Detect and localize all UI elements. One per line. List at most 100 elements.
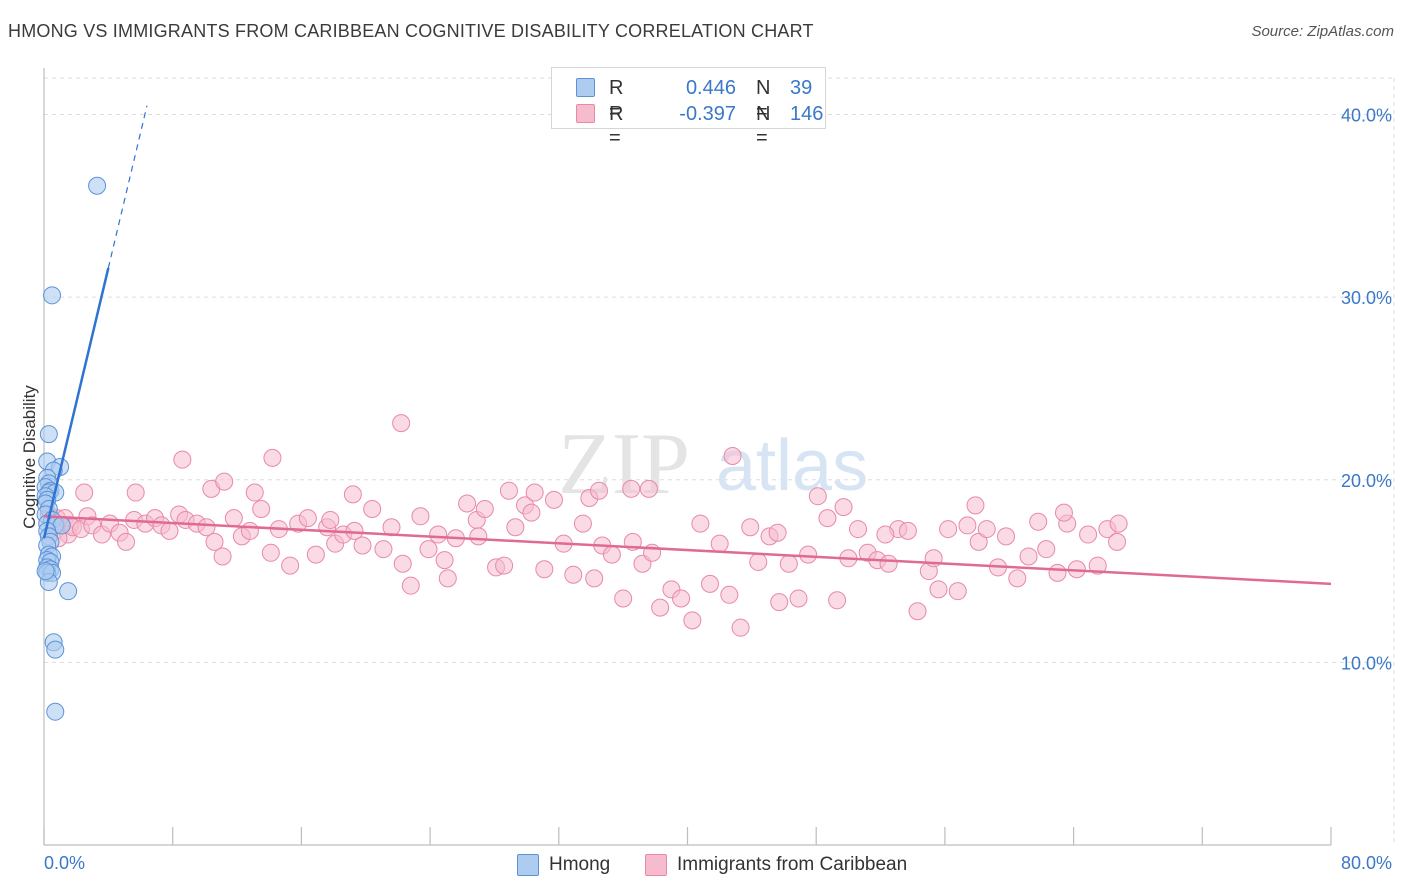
caribbean-point	[298, 509, 317, 528]
caribbean-point	[908, 602, 927, 621]
caribbean-point	[585, 569, 604, 588]
hmong-point	[59, 582, 78, 601]
caribbean-point	[343, 485, 362, 504]
hmong-point	[46, 640, 65, 659]
caribbean-n-value: 146	[790, 103, 824, 125]
watermark-atlas: atlas	[716, 426, 868, 506]
trend-lines	[42, 105, 1332, 586]
y-tick-label: 20.0%	[1341, 471, 1392, 491]
axes	[43, 68, 1332, 846]
hmong-swatch	[576, 78, 595, 97]
caribbean-point	[997, 527, 1016, 546]
caribbean-point	[506, 518, 525, 537]
correlation-legend: R = 0.446 N = 39 R = -0.397 N = 146	[551, 67, 826, 149]
caribbean-legend-swatch	[645, 854, 667, 876]
caribbean-r-value: -0.397	[679, 103, 736, 125]
caribbean-point	[374, 540, 393, 559]
caribbean-point	[1029, 512, 1048, 531]
caribbean-point	[1019, 547, 1038, 566]
caribbean-point	[834, 498, 853, 517]
caribbean-point	[1108, 532, 1127, 551]
caribbean-point	[828, 591, 847, 610]
caribbean-point	[261, 543, 280, 562]
caribbean-point	[741, 518, 760, 537]
caribbean-point	[281, 556, 300, 575]
caribbean-point	[75, 483, 94, 502]
x-tick-label: 0.0%	[44, 853, 85, 873]
watermark-zip: ZIP	[558, 416, 690, 513]
caribbean-point	[779, 554, 798, 573]
caribbean-point	[263, 448, 282, 467]
caribbean-point	[683, 611, 702, 630]
caribbean-point	[117, 532, 136, 551]
hmong-points	[36, 176, 107, 721]
source-credit: Source: ZipAtlas.com	[1251, 23, 1394, 40]
caribbean-point	[393, 554, 412, 573]
caribbean-point	[939, 520, 958, 539]
caribbean-point	[876, 525, 895, 544]
caribbean-point	[948, 582, 967, 601]
caribbean-point	[475, 499, 494, 518]
caribbean-point	[160, 521, 179, 540]
hmong-point	[36, 562, 55, 581]
caribbean-point	[929, 580, 948, 599]
hmong-point	[39, 425, 58, 444]
caribbean-point	[522, 503, 541, 522]
caribbean-point	[969, 532, 988, 551]
caribbean-point	[770, 593, 789, 612]
hmong-trend-extension	[107, 105, 148, 269]
caribbean-point	[614, 589, 633, 608]
n-label: N =	[756, 103, 771, 149]
caribbean-point	[1008, 569, 1027, 588]
hmong-n-value: 39	[790, 77, 813, 99]
caribbean-point	[602, 545, 621, 564]
caribbean-point	[419, 540, 438, 559]
caribbean-point	[749, 552, 768, 571]
caribbean-point	[1088, 556, 1107, 575]
hmong-r-value: 0.446	[685, 77, 736, 99]
r-label: R =	[609, 103, 624, 149]
caribbean-point	[879, 554, 898, 573]
caribbean-point	[429, 525, 448, 544]
y-tick-label: 10.0%	[1341, 653, 1392, 673]
caribbean-point	[252, 499, 271, 518]
caribbean-point	[469, 527, 488, 546]
caribbean-point	[245, 483, 264, 502]
caribbean-point	[197, 518, 216, 537]
y-tick-label: 30.0%	[1341, 288, 1392, 308]
caribbean-point	[691, 514, 710, 533]
hmong-legend-label: Hmong	[549, 854, 611, 875]
caribbean-point	[710, 534, 729, 553]
caribbean-point	[672, 589, 691, 608]
caribbean-point	[701, 574, 720, 593]
y-tick-label: 40.0%	[1341, 106, 1392, 126]
hmong-point	[88, 176, 107, 195]
caribbean-point	[544, 490, 563, 509]
caribbean-point	[363, 499, 382, 518]
caribbean-point	[1048, 563, 1067, 582]
caribbean-point	[808, 487, 827, 506]
caribbean-point	[639, 479, 658, 498]
caribbean-point	[126, 483, 145, 502]
caribbean-point	[392, 414, 411, 433]
hmong-point	[43, 286, 62, 305]
caribbean-point	[1054, 503, 1073, 522]
hmong-trend-line	[42, 267, 110, 539]
caribbean-point	[564, 565, 583, 584]
y-axis-label: Cognitive Disability	[20, 385, 39, 529]
caribbean-point	[525, 483, 544, 502]
caribbean-point	[977, 520, 996, 539]
caribbean-point	[306, 545, 325, 564]
caribbean-point	[401, 576, 420, 595]
r-label: R =	[609, 77, 624, 123]
caribbean-point	[213, 547, 232, 566]
caribbean-point	[651, 598, 670, 617]
caribbean-point	[438, 569, 457, 588]
caribbean-point	[818, 509, 837, 528]
caribbean-point	[495, 556, 514, 575]
caribbean-point	[535, 560, 554, 579]
caribbean-point	[321, 510, 340, 529]
hmong-legend-swatch	[517, 854, 539, 876]
caribbean-point	[411, 507, 430, 526]
